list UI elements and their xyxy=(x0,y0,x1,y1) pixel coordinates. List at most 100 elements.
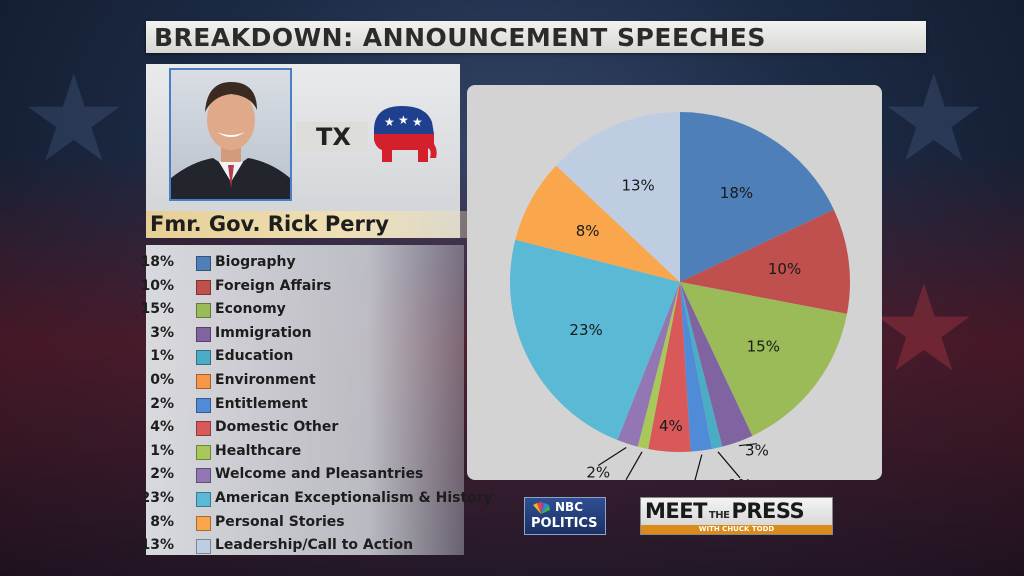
pie-slice xyxy=(680,112,834,282)
pie-slice-label: 1% xyxy=(728,476,752,480)
legend-swatch xyxy=(196,421,211,437)
legend-label: American Exceptionalism & History xyxy=(215,490,493,506)
legend-percent: 13% xyxy=(140,537,174,554)
legend-label: Domestic Other xyxy=(215,419,339,436)
candidate-photo xyxy=(169,68,292,201)
legend-swatch xyxy=(196,515,211,531)
legend-percent: 18% xyxy=(140,254,174,270)
page-title: BREAKDOWN: ANNOUNCEMENT SPEECHES xyxy=(154,23,766,52)
pie-slice-label: 18% xyxy=(720,184,753,202)
mtp-logo-meet: MEET xyxy=(645,499,707,523)
legend-item: 8% Personal Stories xyxy=(146,512,464,534)
svg-text:★: ★ xyxy=(384,115,395,129)
pie-slice xyxy=(680,282,723,449)
legend-percent: 4% xyxy=(150,419,174,436)
legend-item: 0% Environment xyxy=(146,370,464,392)
legend-swatch xyxy=(196,303,211,319)
pie-label-leader xyxy=(625,451,643,480)
pie-label-leader xyxy=(597,446,627,466)
legend-label: Welcome and Pleasantries xyxy=(215,466,424,483)
legend-item: 1% Healthcare xyxy=(146,441,464,463)
legend-percent: 10% xyxy=(140,277,174,294)
pie-slice-label: 10% xyxy=(768,260,801,278)
pie-chart: 18%10%15%3%1%2%4%1%2%23%8%13% xyxy=(510,112,850,480)
legend-percent: 0% xyxy=(150,372,174,388)
nbc-peacock-icon xyxy=(533,502,550,514)
legend-percent: 15% xyxy=(140,301,174,318)
legend-item: 13% Leadership/Call to Action xyxy=(140,535,464,557)
legend-swatch xyxy=(196,444,211,460)
title-bar: BREAKDOWN: ANNOUNCEMENT SPEECHES xyxy=(146,21,926,53)
pie-slice-label: 2% xyxy=(586,463,610,480)
legend-percent: 3% xyxy=(150,324,174,341)
candidate-name: Fmr. Gov. Rick Perry xyxy=(150,212,389,236)
legend-item: 2% Welcome and Pleasantries xyxy=(146,464,464,486)
legend-item: 18% Biography xyxy=(140,252,464,274)
mtp-logo-press: PRESS xyxy=(731,499,805,523)
pie-slice-label: 8% xyxy=(576,222,600,240)
legend-label: Personal Stories xyxy=(215,513,345,530)
pie-slice-label: 23% xyxy=(569,321,602,339)
pie-slice xyxy=(510,239,680,441)
pie-slice xyxy=(556,112,680,282)
pie-label-leader xyxy=(694,454,703,480)
legend-percent: 2% xyxy=(150,395,174,412)
nbc-logo-line2: POLITICS xyxy=(531,516,598,531)
meet-the-press-logo: MEET THEPRESS WITH CHUCK TODD xyxy=(640,497,833,535)
legend-item: 4% Domestic Other xyxy=(146,417,464,439)
pie-slice xyxy=(680,282,753,447)
pie-slice-label: 4% xyxy=(659,417,683,435)
candidate-name-bar: Fmr. Gov. Rick Perry xyxy=(146,211,476,238)
legend-label: Biography xyxy=(215,254,296,270)
pie-slice xyxy=(637,282,680,449)
pie-slice-label: 13% xyxy=(621,176,654,194)
legend-item: 1% Education xyxy=(146,346,464,368)
pie-slice xyxy=(680,209,850,314)
legend-swatch xyxy=(196,279,211,295)
pie-slice xyxy=(680,282,712,452)
legend-percent: 8% xyxy=(150,513,174,530)
legend-item: 3% Immigration xyxy=(146,323,464,345)
legend-label: Healthcare xyxy=(215,442,302,459)
legend-item: 15% Economy xyxy=(140,299,464,321)
legend-swatch xyxy=(196,468,211,484)
mtp-logo-text: MEET THEPRESS xyxy=(645,499,805,523)
legend-swatch xyxy=(196,397,211,413)
background-star-icon: ★ xyxy=(20,50,128,189)
pie-slice-label: 1% xyxy=(614,478,638,480)
legend-swatch xyxy=(196,326,211,342)
legend-percent: 23% xyxy=(140,490,174,506)
legend-label: Education xyxy=(215,348,294,365)
mtp-logo-subtitle: WITH CHUCK TODD xyxy=(641,525,832,534)
pie-slice xyxy=(617,282,680,447)
pie-chart-panel: 18%10%15%3%1%2%4%1%2%23%8%13% xyxy=(467,85,882,480)
legend-label: Immigration xyxy=(215,324,312,341)
republican-elephant-icon: ★ ★ ★ xyxy=(374,106,437,162)
svg-text:★: ★ xyxy=(398,113,409,127)
legend-item: 23% American Exceptionalism & History xyxy=(140,488,493,510)
legend-item: 2% Entitlement xyxy=(146,394,464,416)
chart-legend: 18% Biography 10% Foreign Affairs 15% Ec… xyxy=(140,245,493,557)
state-label: TX xyxy=(316,123,351,151)
pie-slice-label: 3% xyxy=(745,442,769,460)
legend-item: 10% Foreign Affairs xyxy=(140,276,464,298)
svg-text:★: ★ xyxy=(412,115,423,129)
background-star-icon: ★ xyxy=(870,260,978,399)
legend-label: Entitlement xyxy=(215,395,308,412)
legend-swatch xyxy=(196,539,211,555)
pie-slice-label: 15% xyxy=(747,338,780,356)
mtp-logo-the: THE xyxy=(708,510,730,521)
legend-percent: 1% xyxy=(150,442,174,459)
legend-swatch xyxy=(196,256,211,271)
legend-swatch xyxy=(196,350,211,366)
legend-percent: 1% xyxy=(150,348,174,365)
legend-label: Leadership/Call to Action xyxy=(215,537,414,554)
nbc-politics-logo: NBC POLITICS xyxy=(524,497,606,535)
legend-label: Environment xyxy=(215,372,316,388)
pie-slice xyxy=(680,282,847,436)
pie-slice xyxy=(515,165,680,282)
legend-percent: 2% xyxy=(150,466,174,483)
legend-swatch xyxy=(196,374,211,389)
pie-label-leader xyxy=(738,443,758,447)
nbc-logo-line1: NBC xyxy=(555,500,583,514)
